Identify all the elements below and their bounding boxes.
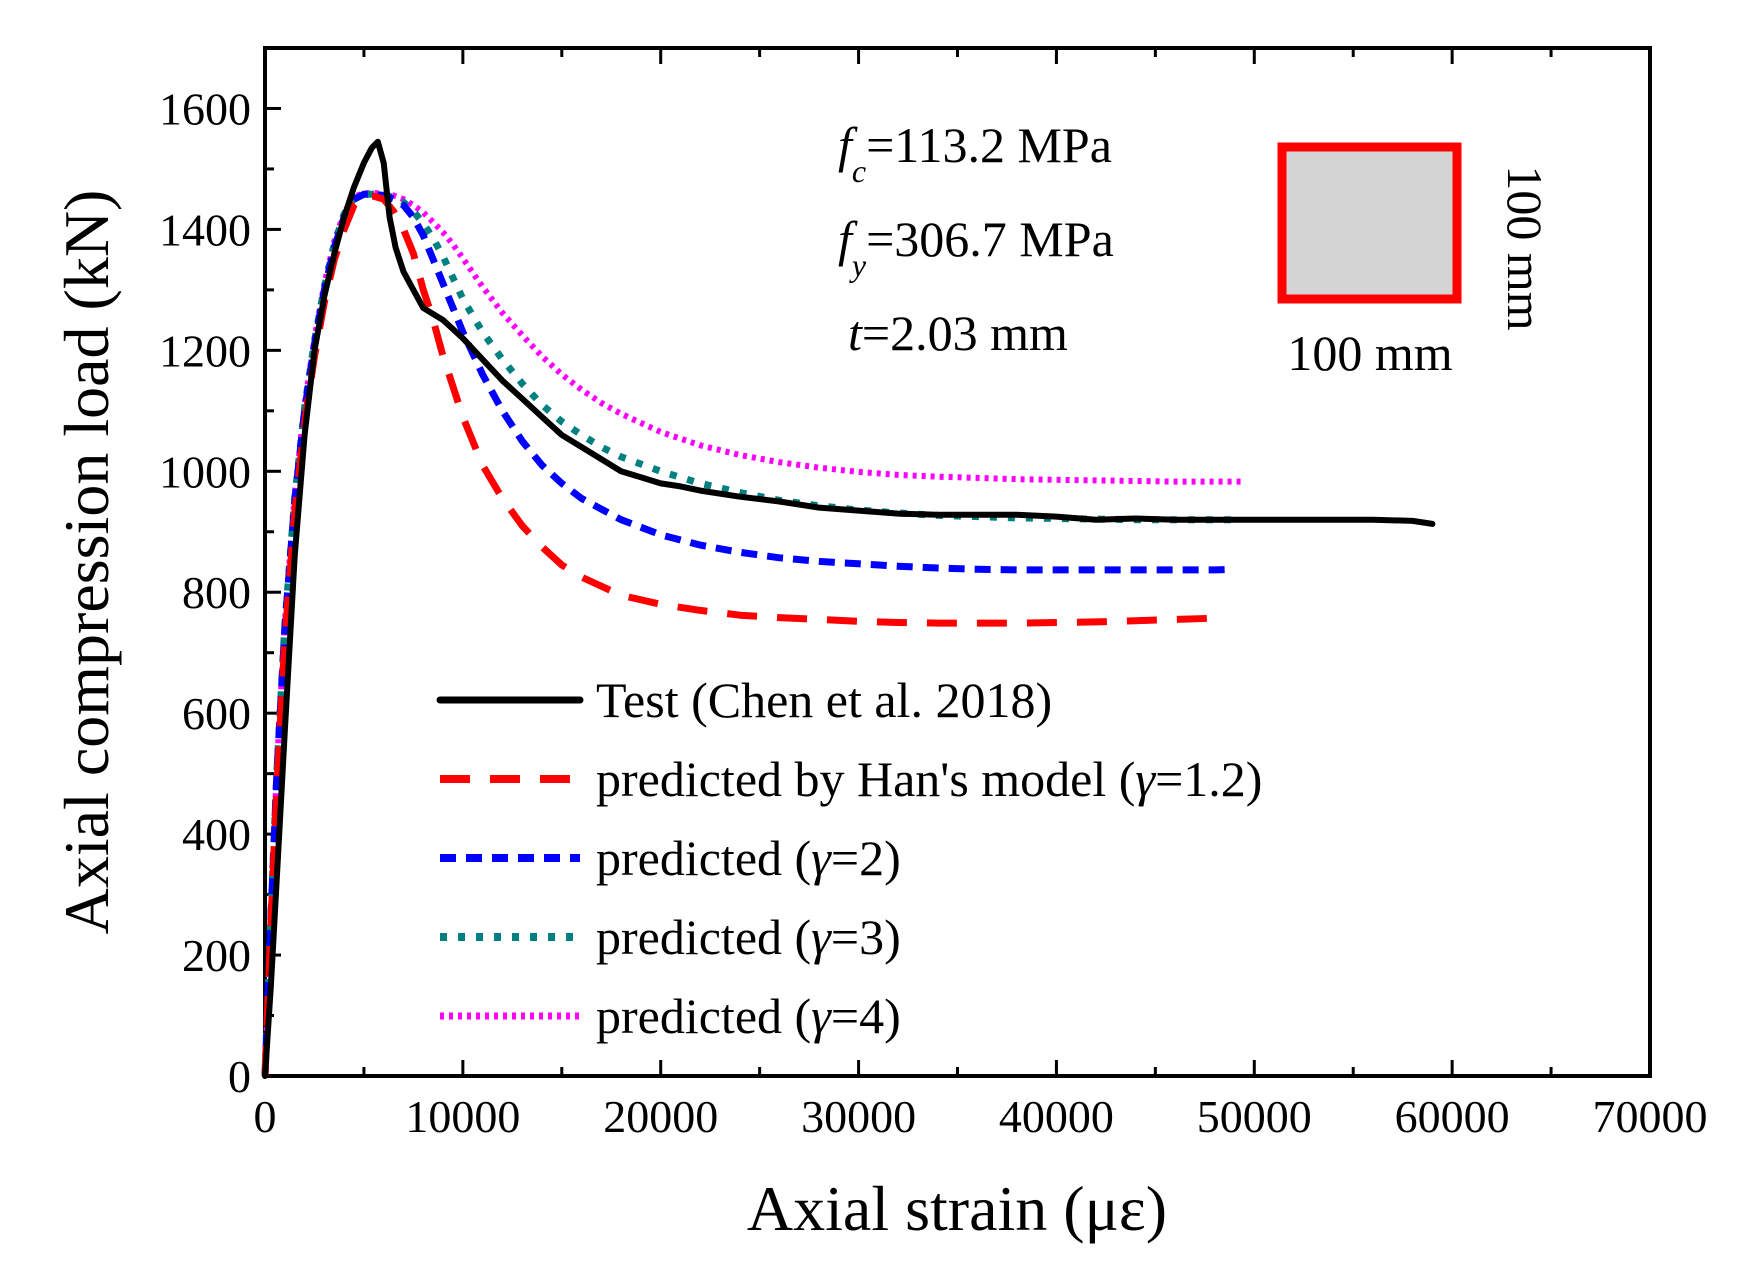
y-tick-label: 200 [182, 930, 251, 981]
series-line-2 [261, 190, 1235, 1077]
series-layer [261, 138, 1436, 1079]
x-tick-label: 30000 [801, 1091, 916, 1142]
series-line-1 [261, 192, 1215, 1077]
section-width-label: 100 mm [1287, 325, 1452, 381]
t-annotation: t=2.03 mm [848, 305, 1068, 361]
x-tick-label: 50000 [1197, 1091, 1312, 1142]
fc-value: =113.2 MPa [866, 117, 1112, 173]
y-tick-label: 0 [228, 1051, 251, 1102]
series-line-0 [262, 138, 1436, 1079]
legend-label-4: predicted (γ=4) [596, 988, 901, 1044]
section-height-label: 100 mm [1497, 165, 1553, 330]
x-axis-title: Axial strain (με) [747, 1173, 1167, 1244]
fy-value: =306.7 MPa [866, 211, 1114, 267]
fc-subscript: c [852, 153, 866, 189]
fy-annotation: fy=306.7 MPa [838, 211, 1114, 283]
y-tick-label: 600 [182, 688, 251, 739]
fc-annotation: fc=113.2 MPa [838, 117, 1112, 189]
y-axis-title: Axial compression load (kN) [51, 190, 122, 935]
y-tick-label: 1400 [159, 204, 251, 255]
legend-label-3: predicted (γ=3) [596, 909, 901, 965]
x-tick-label: 70000 [1593, 1091, 1708, 1142]
legend-label-0: Test (Chen et al. 2018) [596, 672, 1052, 728]
t-symbol: t [848, 305, 863, 361]
legend: Test (Chen et al. 2018) predicted by Han'… [436, 672, 1262, 1044]
y-tick-label: 400 [182, 809, 251, 860]
x-tick-label: 40000 [999, 1091, 1114, 1142]
x-tick-label: 10000 [405, 1091, 520, 1142]
legend-label-1: predicted by Han's model (γ=1.2) [596, 751, 1262, 807]
t-value: =2.03 mm [862, 305, 1068, 361]
legend-label-2: predicted (γ=2) [596, 830, 901, 886]
cross-section-icon: 100 mm 100 mm [1277, 142, 1553, 381]
series-line-4 [262, 190, 1245, 1077]
y-axis-ticks: 0 200 400 600 800 1000 1200 1400 1600 [159, 46, 281, 1102]
x-tick-label: 20000 [603, 1091, 718, 1142]
y-tick-label: 1000 [159, 446, 251, 497]
section-square [1277, 142, 1462, 304]
y-tick-label: 1200 [159, 325, 251, 376]
material-annotations: fc=113.2 MPa fy=306.7 MPa t=2.03 mm [838, 117, 1114, 361]
x-tick-label: 60000 [1395, 1091, 1510, 1142]
x-tick-label: 0 [254, 1091, 277, 1142]
y-tick-label: 1600 [159, 83, 251, 134]
x-axis-ticks: 0 10000 20000 30000 40000 50000 60000 70000 [254, 48, 1708, 1142]
fy-subscript: y [849, 247, 867, 283]
y-tick-label: 800 [182, 567, 251, 618]
